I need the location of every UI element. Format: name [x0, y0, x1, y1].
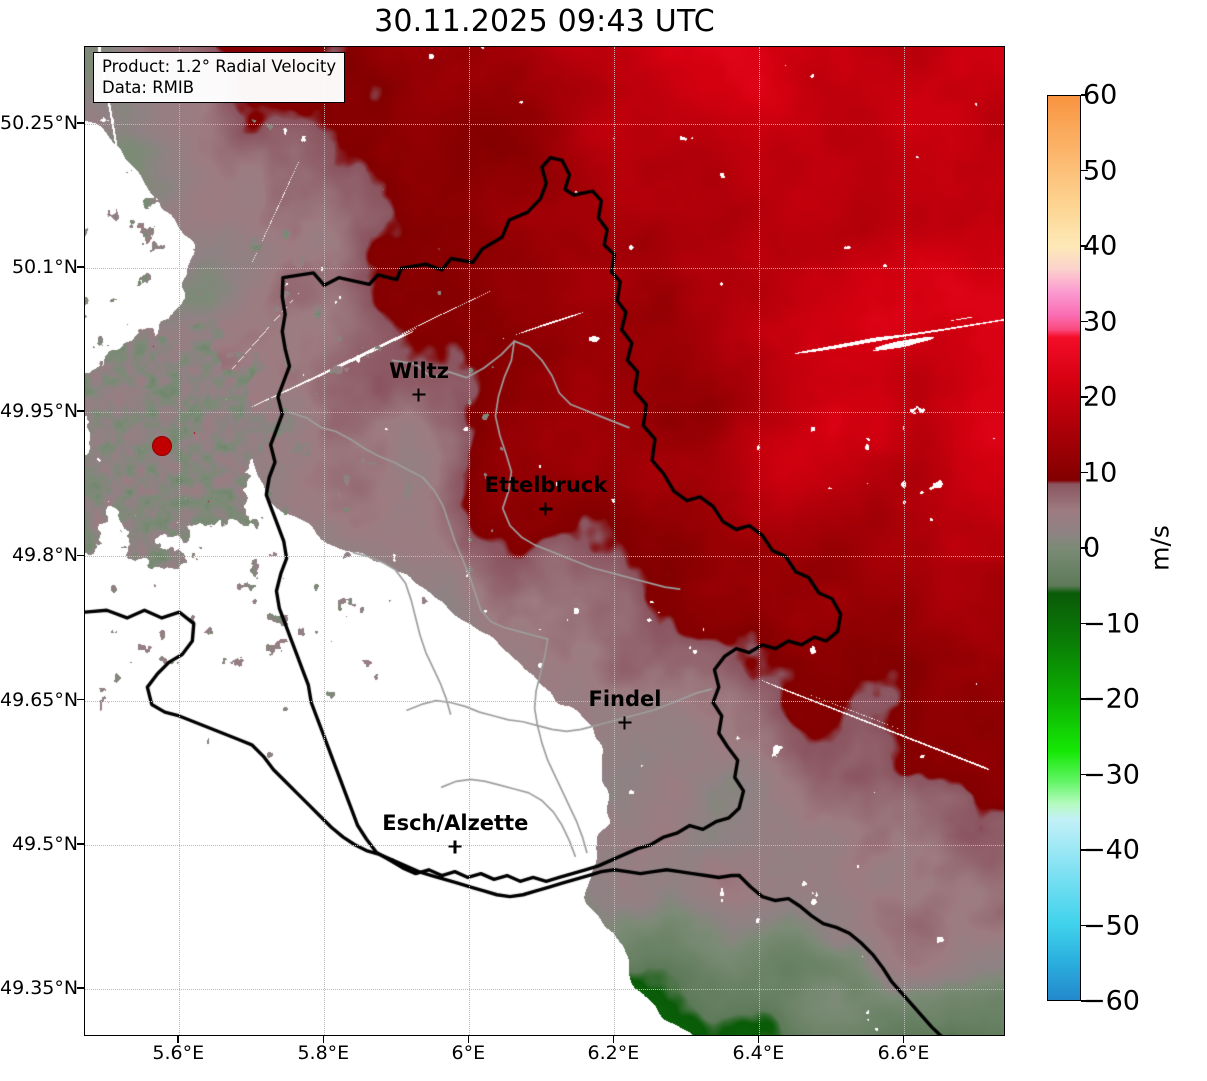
colorbar-tickmark [1081, 94, 1088, 96]
y-tick-label: 50.25°N [0, 111, 79, 134]
y-tick-label: 49.65°N [0, 688, 79, 711]
y-tickmark [77, 698, 84, 701]
colorbar-tick-label: 60 [1083, 79, 1118, 111]
city-marker-cross-icon [539, 502, 553, 516]
y-tickmark [77, 410, 84, 413]
y-tickmark [77, 842, 84, 845]
city-label: Findel [588, 686, 662, 711]
colorbar[interactable] [1047, 95, 1081, 1001]
x-tick-label: 5.8°E [297, 1042, 350, 1064]
city-label: Ettelbruck [484, 473, 608, 498]
y-tick-label: 49.8°N [11, 544, 78, 567]
colorbar-tickmark [1081, 849, 1088, 851]
colorbar-tickmark [1081, 773, 1088, 776]
colorbar-tick-label: −40 [1083, 834, 1140, 866]
colorbar-tickmark [1081, 547, 1088, 549]
colorbar-tick-label: 0 [1083, 532, 1101, 564]
colorbar-tickmark [1081, 320, 1088, 323]
x-tickmark [757, 1036, 760, 1043]
city-marker-cross-icon [618, 716, 632, 730]
product-info-box: Product: 1.2° Radial Velocity Data: RMIB [93, 52, 346, 104]
colorbar-tick-label: −30 [1083, 759, 1140, 790]
y-tickmark [77, 266, 84, 268]
colorbar-tick-label: 50 [1083, 155, 1118, 186]
colorbar-tick-label: 20 [1083, 381, 1118, 413]
colorbar-tickmark [1081, 622, 1088, 625]
x-tick-label: 6.4°E [732, 1042, 785, 1064]
colorbar-tick-label: −20 [1083, 683, 1140, 715]
city-label: Esch/Alzette [382, 810, 529, 835]
y-tick-label: 49.35°N [0, 976, 79, 999]
colorbar-tick-label: −60 [1083, 985, 1140, 1017]
y-tickmark [77, 122, 84, 124]
colorbar-tick-label: −10 [1083, 608, 1140, 639]
city-marker-cross-icon [448, 840, 462, 854]
y-tickmark [77, 987, 84, 989]
info-product-line: Product: 1.2° Radial Velocity [102, 57, 337, 76]
colorbar-tick-label: 40 [1083, 230, 1118, 262]
colorbar-tick-label: −50 [1083, 910, 1140, 941]
x-tickmark [467, 1036, 470, 1043]
radar-site-marker [151, 435, 172, 456]
colorbar-tickmark [1081, 396, 1088, 398]
colorbar-unit-label: m/s [1145, 525, 1175, 571]
city-label: Wiltz [389, 358, 449, 383]
y-tick-label: 49.5°N [11, 832, 78, 855]
colorbar-tick-label: 30 [1083, 306, 1118, 337]
colorbar-tickmark [1081, 471, 1088, 474]
y-tick-label: 49.95°N [0, 400, 79, 423]
colorbar-tickmark [1081, 169, 1088, 172]
figure-title: 30.11.2025 09:43 UTC [374, 4, 715, 39]
colorbar-tickmark [1081, 245, 1088, 247]
radar-reflectivity-canvas [85, 47, 1004, 1035]
info-data-line: Data: RMIB [102, 78, 195, 98]
colorbar-gradient [1048, 96, 1080, 1000]
x-tick-label: 6.6°E [877, 1042, 930, 1064]
x-tickmark [177, 1036, 180, 1043]
colorbar-tickmark [1081, 698, 1088, 700]
x-tick-label: 6.2°E [587, 1042, 640, 1064]
city-marker-cross-icon [412, 388, 426, 402]
y-tickmark [77, 554, 84, 557]
colorbar-tickmark [1081, 924, 1088, 927]
x-tick-label: 6°E [451, 1042, 486, 1064]
y-tick-label: 50.1°N [11, 256, 78, 279]
x-tickmark [902, 1036, 905, 1043]
map-plot-area[interactable] [84, 46, 1005, 1036]
x-tickmark [322, 1036, 325, 1043]
colorbar-tick-label: 10 [1083, 457, 1118, 488]
x-tick-label: 5.6°E [152, 1042, 205, 1064]
x-tickmark [612, 1036, 615, 1043]
colorbar-tickmark [1081, 1000, 1088, 1002]
